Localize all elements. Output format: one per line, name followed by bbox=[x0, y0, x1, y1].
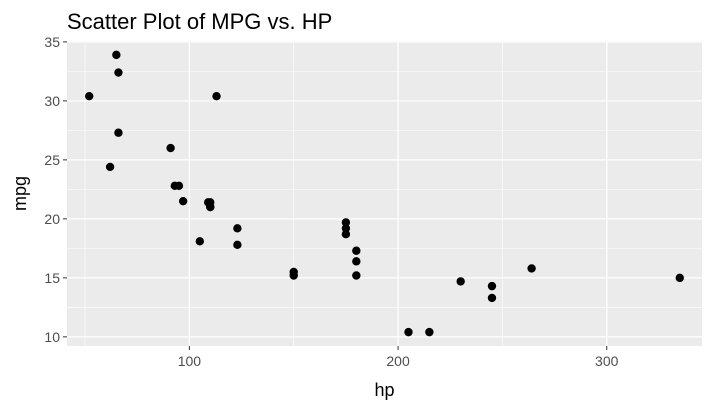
data-point bbox=[112, 50, 121, 60]
data-point bbox=[178, 196, 188, 206]
data-point bbox=[233, 224, 242, 233]
minor-gridlines bbox=[67, 41, 702, 346]
y-tick-label: 15 bbox=[44, 270, 60, 286]
x-axis-tick-labels: 100 200 300 bbox=[178, 353, 619, 369]
data-point bbox=[456, 277, 465, 286]
data-point bbox=[195, 237, 205, 246]
plot-panel bbox=[67, 41, 702, 346]
data-point bbox=[675, 273, 684, 283]
data-point bbox=[487, 293, 497, 303]
data-points bbox=[85, 50, 684, 337]
data-point bbox=[289, 271, 298, 280]
y-axis-title: mpg bbox=[10, 176, 30, 211]
data-point bbox=[341, 224, 351, 233]
y-axis-tick-labels: 10 15 20 25 30 35 bbox=[44, 34, 60, 345]
x-tick-label: 300 bbox=[595, 353, 619, 369]
data-point bbox=[341, 218, 351, 227]
data-point bbox=[352, 271, 361, 280]
x-axis-title: hp bbox=[374, 380, 394, 400]
data-point bbox=[212, 91, 221, 101]
y-tick-label: 30 bbox=[44, 93, 60, 109]
data-point bbox=[114, 68, 123, 77]
data-point bbox=[404, 327, 413, 337]
data-point bbox=[233, 240, 242, 250]
data-point bbox=[425, 327, 434, 337]
data-point bbox=[85, 91, 94, 101]
axis-ticks bbox=[63, 41, 608, 350]
data-point bbox=[527, 264, 536, 273]
data-point bbox=[174, 181, 184, 191]
data-point bbox=[352, 246, 361, 255]
y-tick-label: 10 bbox=[44, 329, 60, 345]
data-point bbox=[487, 281, 497, 291]
y-tick-label: 35 bbox=[44, 34, 60, 50]
data-point bbox=[166, 143, 175, 153]
x-tick-label: 200 bbox=[386, 353, 410, 369]
y-tick-label: 20 bbox=[44, 211, 60, 227]
data-point bbox=[352, 257, 361, 266]
y-tick-label: 25 bbox=[44, 152, 60, 168]
data-point bbox=[341, 230, 351, 239]
chart-title: Scatter Plot of MPG vs. HP bbox=[67, 9, 332, 34]
data-point bbox=[114, 128, 123, 137]
x-tick-label: 100 bbox=[178, 353, 202, 369]
major-gridlines bbox=[67, 41, 702, 346]
data-point bbox=[203, 198, 213, 207]
data-point bbox=[105, 162, 115, 172]
